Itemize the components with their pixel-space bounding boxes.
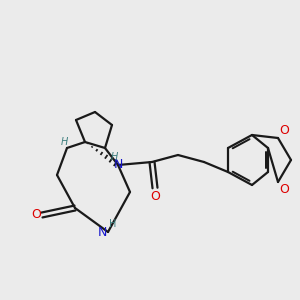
Text: O: O xyxy=(31,208,41,221)
Text: O: O xyxy=(279,183,289,196)
Text: O: O xyxy=(279,124,289,137)
Text: H: H xyxy=(109,219,116,229)
Text: N: N xyxy=(113,158,123,172)
Text: N: N xyxy=(98,226,107,238)
Text: H: H xyxy=(61,137,68,147)
Text: O: O xyxy=(150,190,160,203)
Text: H: H xyxy=(111,152,118,162)
